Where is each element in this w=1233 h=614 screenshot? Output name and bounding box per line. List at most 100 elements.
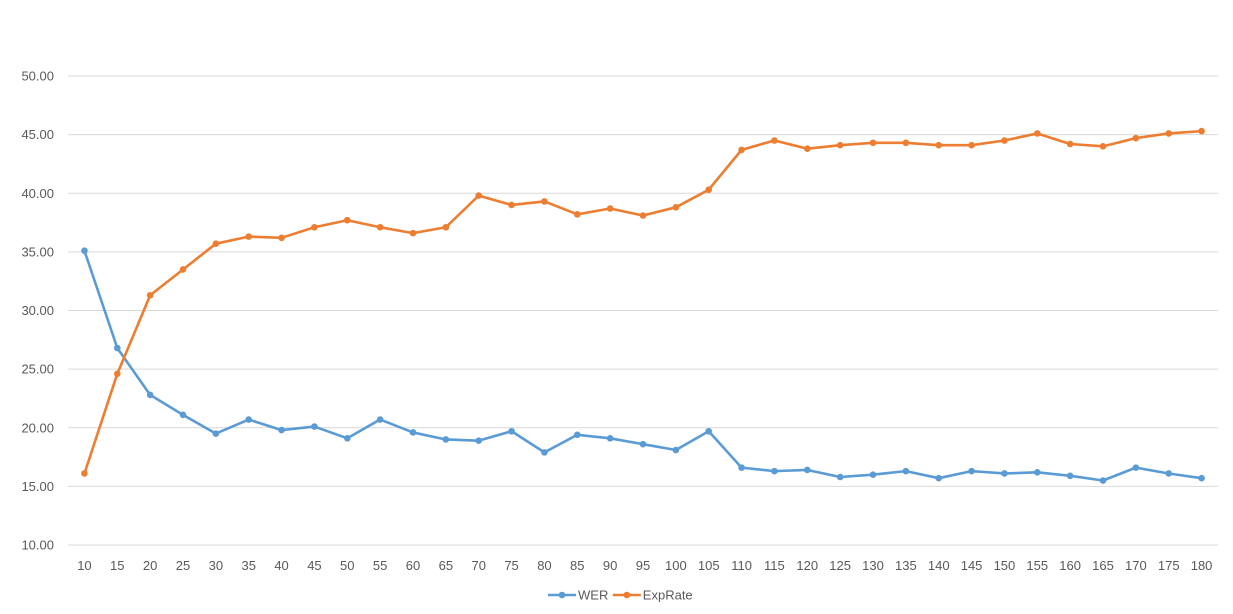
data-point-wer [573,431,581,439]
y-tick-label: 50.00 [21,69,54,84]
x-tick-label: 55 [373,558,387,573]
x-tick-label: 165 [1092,558,1114,573]
data-point-exprate [508,201,515,209]
data-point-wer [343,435,351,442]
x-tick-label: 170 [1125,558,1147,573]
data-point-wer [1132,464,1140,471]
legend: WER ExpRate [548,588,693,603]
data-point-wer [113,344,121,352]
x-tick-label: 130 [862,558,884,573]
data-point-wer [81,247,88,255]
data-point-wer [146,391,154,399]
data-point-wer [606,435,614,442]
x-tick-label: 120 [796,558,818,573]
data-point-exprate [146,291,154,299]
x-tick-label: 35 [241,558,255,573]
data-point-exprate [1165,130,1173,137]
data-point-exprate [81,470,88,477]
data-point-exprate [278,234,285,242]
data-point-wer [968,467,975,475]
x-tick-label: 95 [636,558,650,573]
data-point-exprate [803,145,811,152]
data-point-wer [442,436,450,443]
y-tick-label: 15.00 [21,479,54,494]
data-point-wer [1001,470,1008,477]
data-point-exprate [606,205,614,212]
data-point-wer [836,473,844,481]
x-tick-label: 105 [698,558,720,573]
data-point-exprate [902,139,910,147]
y-tick-label: 25.00 [21,362,54,377]
data-point-wer [1033,469,1041,476]
data-point-wer [935,474,943,482]
data-point-exprate [343,216,351,224]
x-tick-label: 25 [176,558,190,573]
data-point-wer [771,467,778,475]
data-point-wer [212,430,220,437]
data-point-wer [1066,472,1074,480]
data-point-wer [508,427,515,435]
data-point-exprate [869,139,877,147]
data-point-wer [1198,474,1205,482]
data-point-wer [179,411,187,419]
legend-label: ExpRate [643,588,693,603]
data-point-exprate [245,233,253,240]
data-point-exprate [1066,140,1074,148]
x-tick-label: 40 [274,558,288,573]
x-tick-label: 135 [895,558,917,573]
legend-item-wer: WER [548,588,608,603]
data-point-exprate [442,223,450,231]
x-tick-label: 160 [1059,558,1081,573]
data-point-exprate [968,141,975,149]
gridlines [68,75,1218,546]
x-tick-label: 145 [961,558,983,573]
x-tick-label: 50 [340,558,354,573]
data-point-wer [1165,470,1173,477]
data-point-exprate [475,192,483,199]
y-axis-tick-labels: 10.00 15.00 20.00 25.00 30.00 35.00 40.00 45.00… [21,69,54,553]
data-point-exprate [639,212,647,219]
x-tick-label: 15 [110,558,124,573]
x-tick-label: 115 [764,558,785,573]
x-tick-label: 140 [928,558,950,573]
y-tick-label: 10.00 [21,538,54,553]
data-point-wer [475,437,483,444]
data-point-wer [738,464,745,471]
x-tick-label: 90 [603,558,617,573]
series-group [81,127,1205,484]
data-point-wer [541,449,548,456]
data-point-wer [672,446,680,454]
data-point-exprate [179,266,187,273]
y-tick-label: 30.00 [21,303,54,318]
x-tick-label: 30 [209,558,223,573]
x-tick-label: 20 [143,558,157,573]
data-point-exprate [1033,130,1041,137]
data-point-exprate [409,229,417,237]
x-tick-label: 65 [439,558,453,573]
x-tick-label: 155 [1026,558,1048,573]
x-tick-label: 100 [665,558,687,573]
data-point-wer [639,440,647,448]
data-point-wer [278,426,285,434]
x-tick-label: 110 [731,558,752,573]
data-point-wer [902,467,910,475]
data-point-wer [409,429,417,436]
data-point-exprate [1132,134,1140,142]
data-point-exprate [1001,137,1008,144]
x-tick-label: 80 [537,558,551,573]
data-point-exprate [1099,143,1107,150]
x-tick-label: 180 [1191,558,1213,573]
data-point-exprate [738,146,745,154]
y-tick-label: 20.00 [21,420,54,435]
x-axis-tick-labels: 10 15 20 25 30 35 40 45 50 55 60 65 70 75 80 85 90 95 100 1… [77,558,1212,573]
y-tick-label: 40.00 [21,186,54,201]
x-tick-label: 70 [471,558,485,573]
x-tick-label: 150 [994,558,1016,573]
legend-swatch-marker [623,591,631,599]
x-tick-label: 85 [570,558,584,573]
x-tick-label: 60 [406,558,420,573]
data-point-exprate [935,141,943,149]
data-point-exprate [573,211,581,218]
data-point-wer [1099,477,1107,484]
